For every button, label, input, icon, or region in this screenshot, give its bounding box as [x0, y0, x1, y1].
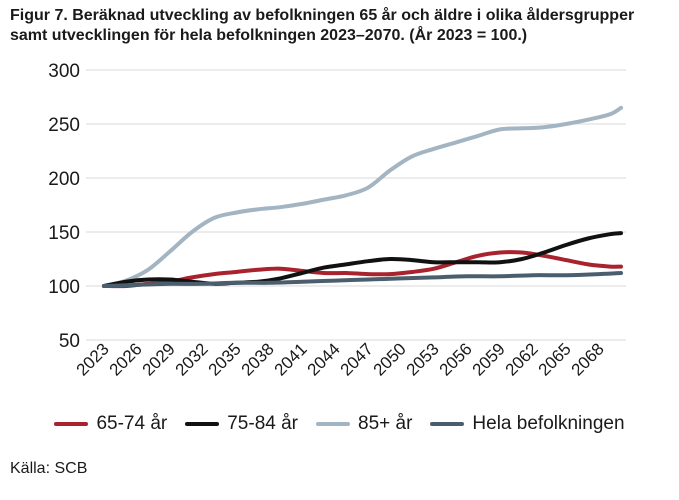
x-tick-label: 2059: [469, 339, 509, 379]
x-tick-label: 2026: [106, 339, 146, 379]
legend-label: 65-74 år: [96, 413, 168, 434]
series-line-0: [102, 250, 623, 289]
x-tick-label: 2053: [403, 339, 443, 379]
x-tick-label: 2056: [436, 339, 476, 379]
legend-label: 85+ år: [358, 413, 413, 434]
y-tick-label: 250: [48, 115, 80, 136]
y-tick-label: 100: [48, 277, 80, 298]
y-tick-label: 150: [48, 223, 80, 244]
legend: 65-74 år 75-84 år 85+ år Hela befolkningen: [0, 411, 679, 437]
chart-title-line-1: Figur 7. Beräknad utveckling av befolkni…: [10, 7, 635, 24]
legend-swatch: [54, 422, 89, 426]
legend-label: Hela befolkningen: [472, 413, 625, 434]
x-tick-label: 2062: [502, 339, 542, 379]
x-tick-label: 2038: [238, 339, 278, 379]
series-line-2: [102, 105, 623, 288]
x-tick-label: 2047: [337, 339, 377, 379]
legend-item: Hela befolkningen: [430, 413, 625, 435]
x-tick-label: 2065: [535, 339, 575, 379]
x-tick-label: 2050: [370, 339, 410, 379]
legend-item: 65-74 år: [54, 413, 167, 435]
x-tick-label: 2035: [205, 339, 245, 379]
x-tick-label: 2044: [304, 339, 344, 379]
x-tick-label: 2029: [139, 339, 179, 379]
legend-swatch: [316, 422, 351, 426]
gridlines: [86, 69, 626, 341]
y-axis-tick-labels: 50 100 150 200 250 300: [48, 61, 80, 352]
legend-label: 75-84 år: [227, 413, 299, 434]
x-tick-label: 2032: [172, 339, 212, 379]
x-tick-label: 2041: [271, 339, 311, 379]
y-tick-label: 50: [59, 331, 80, 352]
series-lines: [102, 105, 623, 289]
legend-swatch: [430, 422, 465, 426]
y-tick-label: 200: [48, 169, 80, 190]
chart-title: Figur 7. Beräknad utveckling av befolkni…: [10, 6, 675, 46]
legend-item: 75-84 år: [185, 413, 298, 435]
source-note: Källa: SCB: [10, 460, 88, 477]
x-tick-label: 2068: [568, 339, 608, 379]
series-line-1: [102, 231, 623, 288]
series-line-3: [102, 271, 623, 288]
x-axis-tick-labels: 2023202620292032203520382041204420472050…: [73, 339, 608, 379]
legend-swatch: [185, 422, 220, 426]
legend-item: 85+ år: [316, 413, 412, 435]
chart-title-line-2: samt utvecklingen för hela befolkningen …: [10, 27, 528, 44]
y-tick-label: 300: [48, 61, 80, 82]
